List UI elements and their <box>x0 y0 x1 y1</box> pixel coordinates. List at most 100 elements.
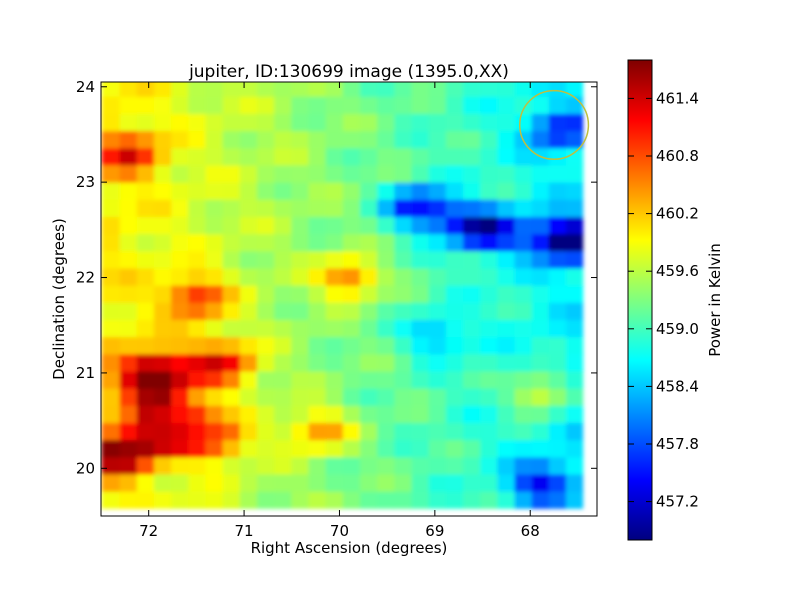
heatmap-cell <box>410 95 429 114</box>
heatmap-cell <box>255 353 275 372</box>
heatmap-cell <box>221 319 240 338</box>
heatmap-cell <box>496 233 515 252</box>
heatmap-cell <box>221 404 240 424</box>
heatmap-cell <box>273 130 292 149</box>
heatmap-cell <box>324 439 343 458</box>
heatmap-cell <box>135 250 154 269</box>
heatmap-cell <box>462 147 481 166</box>
heatmap-cell <box>187 198 206 217</box>
heatmap-cell <box>565 404 584 424</box>
heatmap-cell <box>273 267 292 286</box>
heatmap-cell <box>565 130 584 149</box>
heatmap-cell <box>152 319 172 338</box>
heatmap-cell <box>187 215 206 235</box>
heatmap-cell <box>221 250 240 269</box>
heatmap-cell <box>530 181 549 200</box>
heatmap-cell <box>135 319 154 338</box>
heatmap-cell <box>152 233 172 252</box>
heatmap-cell <box>393 284 412 303</box>
heatmap-cell <box>358 130 378 149</box>
heatmap-cell <box>513 250 532 269</box>
heatmap-cell <box>444 404 464 424</box>
heatmap-cell <box>187 130 206 149</box>
heatmap-cell <box>290 130 309 149</box>
heatmap-cell <box>204 370 223 389</box>
heatmap-cell <box>496 370 515 389</box>
heatmap-cell <box>290 353 309 372</box>
heatmap-cell <box>255 387 275 406</box>
heatmap-cell <box>341 336 360 355</box>
heatmap-cell <box>376 267 395 286</box>
heatmap-cell <box>479 473 498 492</box>
heatmap-cell <box>341 353 360 372</box>
heatmap-cell <box>187 370 206 389</box>
heatmap-cell <box>393 164 412 183</box>
heatmap-cell <box>238 95 257 114</box>
heatmap-cell <box>118 404 137 424</box>
heatmap-cell <box>341 130 360 149</box>
heatmap-cell <box>427 233 446 252</box>
heatmap-cell <box>496 404 515 424</box>
heatmap-cell <box>462 422 481 441</box>
heatmap-cell <box>324 456 343 475</box>
heatmap-cell <box>221 181 240 200</box>
heatmap-cell <box>170 250 189 269</box>
heatmap-cell <box>118 353 137 372</box>
heatmap-cell <box>324 301 343 321</box>
heatmap-cell <box>427 112 446 132</box>
heatmap-cell <box>444 456 464 475</box>
heatmap-cell <box>479 387 498 406</box>
heatmap-cell <box>221 336 240 355</box>
heatmap-cell <box>187 422 206 441</box>
heatmap-cell <box>324 267 343 286</box>
heatmap-cell <box>530 422 549 441</box>
heatmap-cell <box>204 147 223 166</box>
heatmap-cell <box>376 130 395 149</box>
heatmap-cell <box>273 473 292 492</box>
heatmap-cell <box>565 267 584 286</box>
heatmap-cell <box>496 490 515 509</box>
heatmap-cell <box>170 336 189 355</box>
heatmap-cell <box>324 215 343 235</box>
heatmap-cell <box>444 439 464 458</box>
heatmap-cell <box>427 250 446 269</box>
heatmap-cell <box>238 473 257 492</box>
heatmap-cell <box>496 112 515 132</box>
heatmap-cell <box>565 250 584 269</box>
heatmap-cell <box>238 267 257 286</box>
heatmap-cell <box>290 456 309 475</box>
heatmap-cell <box>341 456 360 475</box>
heatmap-cell <box>118 422 137 441</box>
heatmap-cell <box>376 301 395 321</box>
heatmap-cell <box>462 490 481 509</box>
heatmap-cell <box>255 181 275 200</box>
heatmap-cell <box>101 112 120 132</box>
heatmap-cell <box>101 164 120 183</box>
heatmap-cell <box>101 439 120 458</box>
heatmap-cell <box>290 422 309 441</box>
heatmap-cell <box>170 319 189 338</box>
heatmap-cell <box>255 456 275 475</box>
heatmap-cell <box>358 284 378 303</box>
heatmap-cell <box>273 95 292 114</box>
heatmap-cell <box>170 198 189 217</box>
heatmap-cell <box>547 95 567 114</box>
heatmap-cell <box>547 490 567 509</box>
heatmap-cell <box>152 284 172 303</box>
heatmap-cell <box>101 284 120 303</box>
heatmap-cell <box>358 404 378 424</box>
heatmap-cell <box>410 82 429 97</box>
x-tick-label: 71 <box>235 522 254 540</box>
heatmap-cell <box>118 284 137 303</box>
heatmap-cell <box>462 130 481 149</box>
heatmap-cell <box>221 233 240 252</box>
heatmap-cell <box>238 387 257 406</box>
heatmap-cell <box>444 250 464 269</box>
heatmap-cell <box>273 284 292 303</box>
y-tick-label: 22 <box>76 269 95 287</box>
heatmap-cell <box>393 439 412 458</box>
heatmap-cell <box>565 490 584 509</box>
heatmap-cell <box>513 181 532 200</box>
heatmap-cell <box>496 284 515 303</box>
heatmap-cell <box>170 147 189 166</box>
